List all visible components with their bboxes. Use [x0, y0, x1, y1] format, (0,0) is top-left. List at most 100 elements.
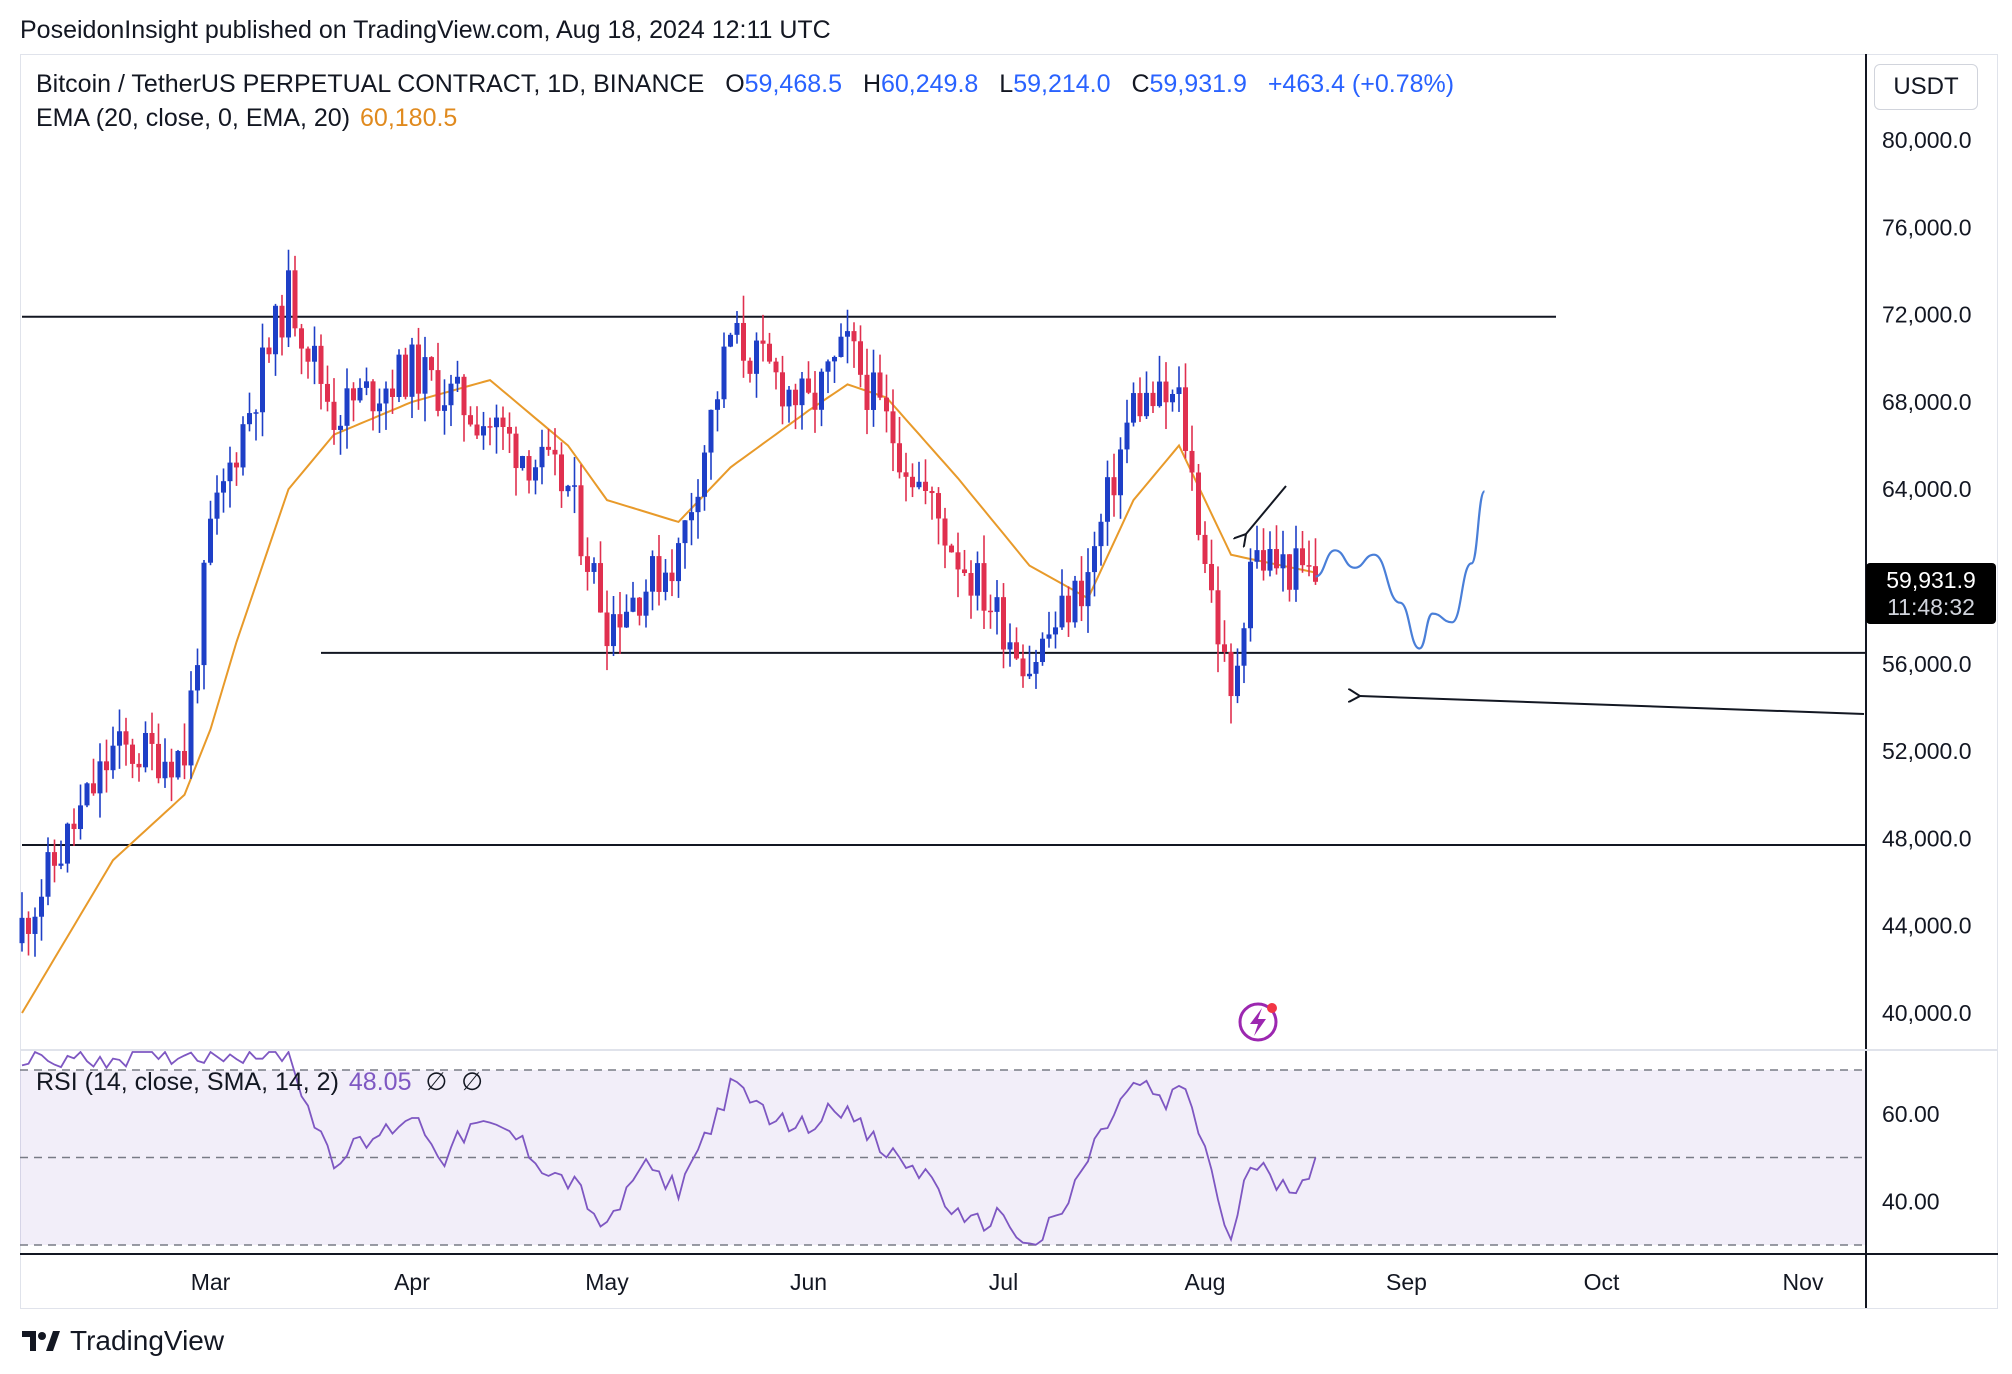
arrow-annotation-upper[interactable]	[1246, 485, 1287, 534]
candle[interactable]	[1248, 548, 1253, 642]
candle[interactable]	[624, 594, 629, 628]
candle[interactable]	[734, 311, 740, 344]
candle[interactable]	[136, 753, 142, 782]
candle[interactable]	[32, 907, 38, 957]
candle[interactable]	[1118, 437, 1123, 519]
candle[interactable]	[825, 359, 831, 394]
candle[interactable]	[481, 411, 486, 450]
candle[interactable]	[669, 549, 675, 597]
candle[interactable]	[351, 382, 356, 422]
candle[interactable]	[604, 590, 610, 671]
candle[interactable]	[1287, 554, 1292, 602]
candle[interactable]	[929, 486, 935, 520]
candle[interactable]	[1189, 425, 1195, 491]
candle[interactable]	[253, 409, 259, 441]
candle[interactable]	[1007, 623, 1013, 667]
candle[interactable]	[221, 468, 226, 513]
rsi-line[interactable]	[21, 1049, 1317, 1246]
candle[interactable]	[26, 911, 31, 956]
candle[interactable]	[1254, 525, 1260, 569]
candle[interactable]	[58, 840, 64, 870]
candle[interactable]	[1235, 648, 1240, 704]
candle[interactable]	[435, 342, 441, 417]
candle[interactable]	[442, 379, 447, 435]
candle[interactable]	[201, 560, 207, 690]
candle[interactable]	[591, 557, 597, 584]
candle[interactable]	[832, 355, 837, 383]
candle[interactable]	[331, 378, 337, 445]
candle[interactable]	[715, 391, 720, 432]
candle[interactable]	[71, 808, 77, 846]
candle[interactable]	[52, 839, 57, 883]
candle[interactable]	[78, 784, 83, 840]
candle[interactable]	[1157, 355, 1162, 408]
candle[interactable]	[403, 347, 408, 400]
candle[interactable]	[559, 442, 564, 508]
candle[interactable]	[546, 428, 551, 456]
candle[interactable]	[773, 357, 779, 390]
candle[interactable]	[1046, 611, 1052, 648]
candle[interactable]	[1027, 645, 1032, 680]
candle[interactable]	[247, 392, 252, 432]
ema-legend[interactable]: EMA (20, close, 0, EMA, 20) 60,180.5	[36, 104, 457, 133]
candle[interactable]	[1085, 548, 1091, 633]
candle[interactable]	[786, 385, 792, 423]
candle[interactable]	[1014, 627, 1019, 660]
candle[interactable]	[1098, 513, 1104, 566]
candle[interactable]	[507, 412, 512, 454]
candle[interactable]	[487, 417, 493, 446]
candle[interactable]	[572, 457, 577, 514]
candle[interactable]	[286, 249, 291, 348]
candle[interactable]	[1163, 362, 1169, 430]
candle[interactable]	[780, 355, 785, 425]
candle[interactable]	[962, 549, 967, 577]
candle[interactable]	[468, 406, 473, 427]
candle[interactable]	[448, 374, 454, 427]
candle[interactable]	[91, 758, 96, 796]
candle[interactable]	[1170, 389, 1175, 412]
candle[interactable]	[1137, 377, 1143, 422]
candle[interactable]	[1209, 539, 1214, 603]
candle[interactable]	[682, 520, 688, 569]
candle[interactable]	[871, 349, 876, 427]
candle[interactable]	[1241, 622, 1247, 684]
candle[interactable]	[1072, 575, 1078, 628]
candle[interactable]	[1228, 643, 1234, 724]
candle[interactable]	[84, 782, 90, 808]
candle[interactable]	[455, 360, 460, 392]
symbol-title[interactable]: Bitcoin / TetherUS PERPETUAL CONTRACT, 1…	[36, 70, 705, 98]
candle[interactable]	[988, 594, 993, 629]
candle[interactable]	[416, 327, 421, 410]
candle[interactable]	[175, 749, 181, 780]
candle[interactable]	[1215, 566, 1221, 673]
candle[interactable]	[858, 325, 863, 388]
candle[interactable]	[819, 368, 824, 427]
candle[interactable]	[1144, 371, 1149, 420]
candle[interactable]	[877, 354, 883, 401]
candle[interactable]	[916, 461, 922, 490]
candle[interactable]	[338, 415, 343, 455]
tradingview-brand[interactable]: TradingView	[22, 1325, 224, 1357]
candle[interactable]	[890, 389, 896, 472]
candle[interactable]	[377, 388, 382, 433]
candle[interactable]	[182, 723, 187, 780]
candle[interactable]	[383, 381, 389, 430]
candle[interactable]	[279, 294, 285, 356]
candle[interactable]	[617, 592, 623, 654]
candle[interactable]	[266, 337, 272, 363]
candle[interactable]	[292, 255, 298, 337]
candle[interactable]	[845, 309, 850, 364]
candle[interactable]	[728, 332, 733, 348]
candle[interactable]	[1105, 460, 1110, 546]
candle[interactable]	[936, 487, 941, 545]
candle[interactable]	[357, 378, 363, 403]
candle[interactable]	[897, 416, 902, 479]
candle[interactable]	[305, 346, 311, 379]
candle[interactable]	[1202, 521, 1208, 574]
candle[interactable]	[422, 336, 428, 422]
candle[interactable]	[598, 541, 603, 613]
candle[interactable]	[975, 551, 980, 611]
candle[interactable]	[1196, 463, 1201, 541]
arrow-annotation-lower[interactable]	[1360, 696, 1865, 715]
candle[interactable]	[910, 463, 915, 498]
